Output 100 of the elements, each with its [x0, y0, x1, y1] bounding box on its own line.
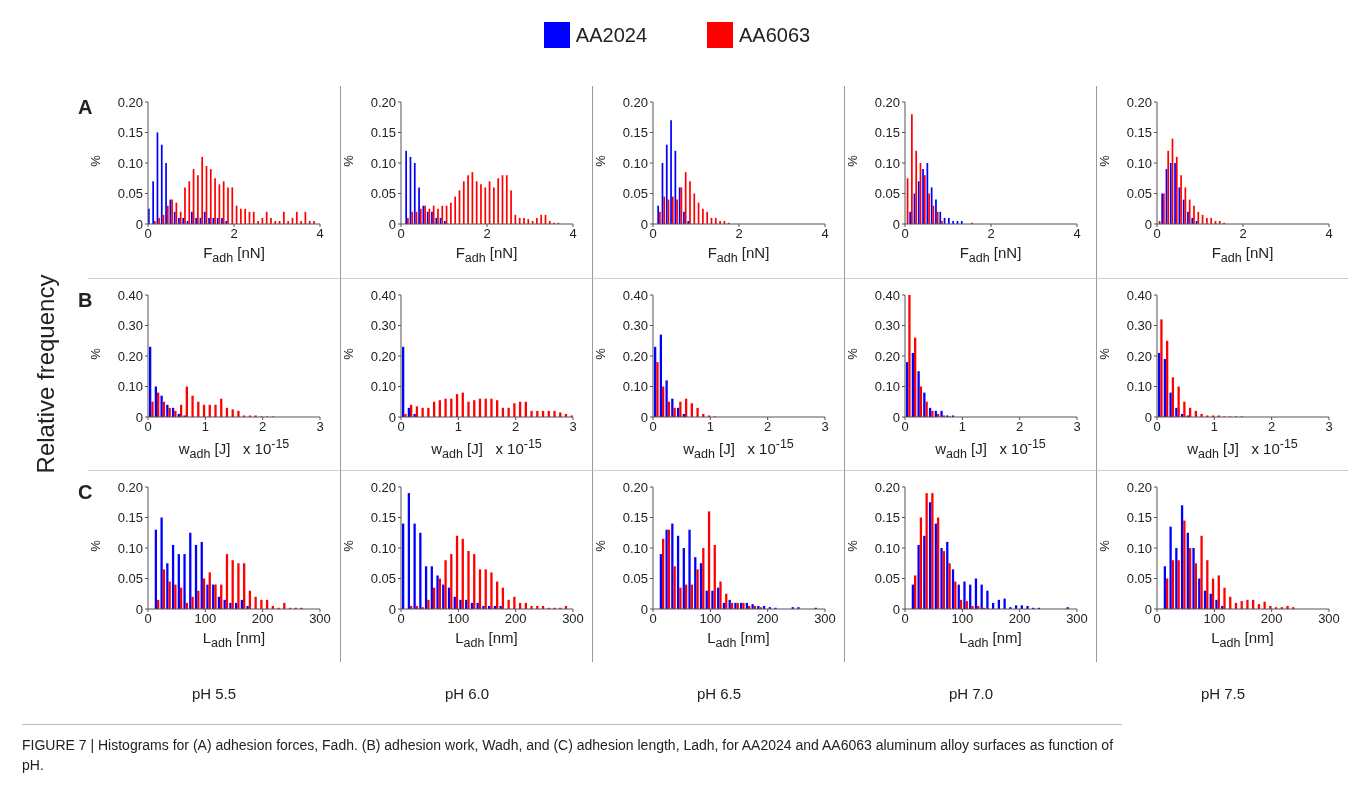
y-tick-label: 0.20 — [874, 94, 900, 110]
x-tick-label: 300 — [309, 611, 331, 627]
legend-label: AA6063 — [739, 23, 811, 47]
x-tick-label: 4 — [1073, 226, 1081, 242]
y-tick-label: 0.10 — [622, 379, 648, 395]
y-axis-title: % — [592, 348, 608, 360]
y-axis-title: % — [340, 348, 356, 360]
x-axis-title: F$_{adh}$ [nN] — [454, 244, 519, 265]
y-tick-label: 0 — [640, 216, 648, 232]
y-tick-label: 0.40 — [1126, 287, 1152, 303]
y-axis-title: % — [87, 155, 103, 167]
y-tick-label: 0.05 — [874, 571, 900, 587]
y-tick-label: 0.20 — [1126, 94, 1152, 110]
y-axis-title: % — [340, 540, 356, 552]
y-tick-label: 0.05 — [874, 186, 900, 202]
y-tick-label: 0.05 — [622, 186, 648, 202]
x-axis-title: w$_{adh}$ [J] x 10$^{-15}$ — [430, 437, 543, 461]
text: pH 7.5 — [1199, 685, 1247, 702]
x-axis-title: w$_{adh}$ [J] x 10$^{-15}$ — [682, 437, 795, 461]
y-tick-label: 0 — [135, 216, 143, 232]
y-tick-label: 0.30 — [117, 318, 143, 334]
x-axis-title: L$_{adh}$ [nm] — [454, 629, 519, 650]
y-axis-title: % — [87, 348, 103, 360]
y-tick-label: 0.10 — [622, 540, 648, 556]
y-tick-label: 0.20 — [622, 479, 648, 495]
x-axis-title: L$_{adh}$ [nm] — [201, 629, 267, 650]
x-tick-label: 1 — [706, 419, 714, 435]
x-axis-title: w$_{adh}$ [J] x 10$^{-15}$ — [934, 437, 1047, 461]
y-tick-label: 0.40 — [622, 287, 648, 303]
x-tick-label: 100 — [699, 611, 722, 627]
x-tick-label: 4 — [1325, 226, 1333, 242]
text: A — [78, 96, 93, 119]
y-tick-label: 0.20 — [622, 94, 648, 110]
y-tick-label: 0.10 — [117, 379, 143, 395]
y-axis-title: % — [592, 540, 608, 552]
x-tick-label: 200 — [504, 611, 527, 627]
x-axis-title: w$_{adh}$ [J] x 10$^{-15}$ — [177, 437, 291, 461]
legend-label: AA2024 — [575, 23, 647, 47]
x-tick-label: 100 — [194, 611, 217, 627]
y-tick-label: 0.05 — [1126, 186, 1152, 202]
y-tick-label: 0 — [388, 601, 396, 617]
y-axis-title: % — [844, 540, 860, 552]
y-axis-title: % — [592, 155, 608, 167]
y-tick-label: 0.20 — [622, 348, 648, 364]
y-tick-label: 0 — [388, 216, 396, 232]
y-tick-label: 0.20 — [117, 348, 143, 364]
y-tick-label: 0.10 — [370, 379, 396, 395]
x-axis-title: F$_{adh}$ [nN] — [706, 244, 771, 265]
y-tick-label: 0.20 — [117, 94, 143, 110]
y-tick-label: 0.20 — [874, 348, 900, 364]
x-tick-label: 2 — [1239, 226, 1247, 242]
y-tick-label: 0.05 — [117, 571, 143, 587]
y-tick-label: 0.05 — [370, 571, 396, 587]
x-tick-label: 1 — [1210, 419, 1218, 435]
y-tick-label: 0.10 — [874, 540, 900, 556]
x-tick-label: 2 — [764, 419, 772, 435]
x-tick-label: 3 — [1325, 419, 1333, 435]
y-tick-label: 0 — [640, 601, 648, 617]
y-tick-label: 0.40 — [117, 287, 143, 303]
x-tick-label: 2 — [512, 419, 520, 435]
x-tick-label: 1 — [958, 419, 966, 435]
y-axis-title: % — [87, 540, 103, 552]
y-tick-label: 0.10 — [1126, 540, 1152, 556]
x-tick-label: 4 — [821, 226, 829, 242]
caption: FIGURE 7 | Histograms for (A) adhesion forces, Fadh. (B) adhesion work, Wadh, and (C) adhesion length, Ladh, for AA2024 and AA6063 aluminum alloy surfaces as function of pH. — [22, 724, 1122, 775]
y-axis-title: % — [1096, 155, 1112, 167]
y-tick-label: 0.15 — [370, 125, 396, 141]
x-tick-label: 300 — [1066, 611, 1088, 627]
text: pH 6.0 — [443, 685, 491, 702]
y-tick-label: 0.10 — [117, 540, 143, 556]
y-tick-label: 0.30 — [370, 318, 396, 334]
y-tick-label: 0.15 — [1126, 125, 1152, 141]
x-tick-label: 100 — [447, 611, 470, 627]
y-tick-label: 0 — [892, 601, 900, 617]
x-tick-label: 3 — [316, 419, 324, 435]
x-tick-label: 200 — [251, 611, 274, 627]
y-tick-label: 0 — [1144, 601, 1152, 617]
x-tick-label: 200 — [1008, 611, 1031, 627]
text: pH 7.0 — [947, 685, 995, 702]
y-tick-label: 0.05 — [1126, 571, 1152, 587]
x-tick-label: 2 — [987, 226, 995, 242]
x-axis-title: L$_{adh}$ [nm] — [1210, 629, 1275, 650]
y-tick-label: 0.10 — [1126, 379, 1152, 395]
y-tick-label: 0 — [892, 409, 900, 425]
y-tick-label: 0.15 — [370, 510, 396, 526]
y-tick-label: 0.30 — [874, 318, 900, 334]
y-tick-label: 0.20 — [1126, 479, 1152, 495]
y-tick-label: 0.40 — [874, 287, 900, 303]
x-tick-label: 2 — [1268, 419, 1276, 435]
y-tick-label: 0.40 — [370, 287, 396, 303]
x-tick-label: 2 — [483, 226, 491, 242]
y-tick-label: 0.15 — [622, 510, 648, 526]
y-axis-title: % — [844, 155, 860, 167]
y-axis-title: % — [340, 155, 356, 167]
y-tick-label: 0 — [135, 409, 143, 425]
x-axis-title: F$_{adh}$ [nN] — [1210, 244, 1275, 265]
y-tick-label: 0 — [1144, 409, 1152, 425]
text: Relative frequency — [32, 274, 60, 474]
x-tick-label: 2 — [1016, 419, 1024, 435]
x-tick-label: 3 — [569, 419, 577, 435]
